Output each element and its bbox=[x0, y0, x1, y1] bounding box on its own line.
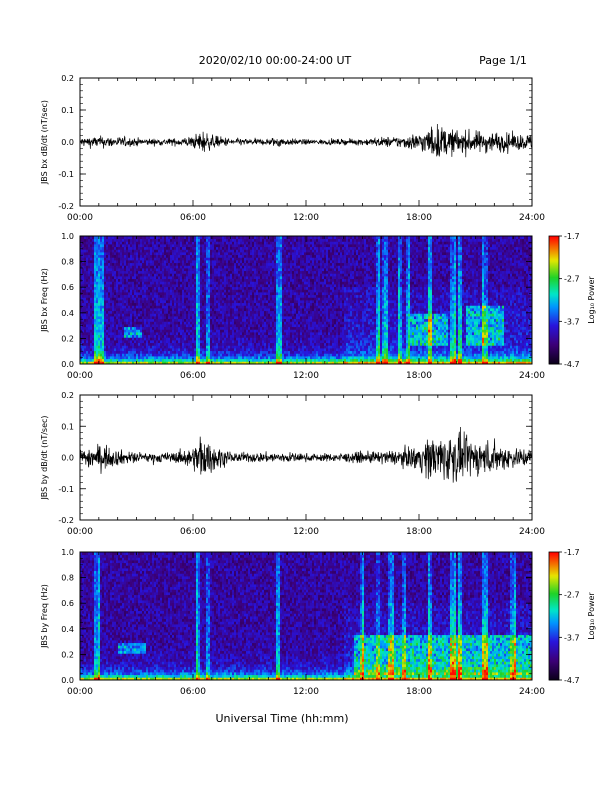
y-tick-label: 0.0 bbox=[61, 676, 74, 685]
y-tick-label: 0.4 bbox=[61, 309, 74, 318]
x-tick-label: 00:00 bbox=[67, 687, 93, 697]
x-tick-label: 12:00 bbox=[293, 213, 319, 223]
colorbar-tick-label: -1.7 bbox=[564, 548, 580, 557]
x-tick-label: 24:00 bbox=[519, 527, 545, 537]
y-tick-label: -0.2 bbox=[58, 516, 74, 525]
y-tick-label: 1.0 bbox=[61, 232, 74, 241]
y-tick-label: 0.2 bbox=[61, 334, 74, 343]
colorbar: -1.7 -2.7 -3.7 -4.7 Log₁₀ Power bbox=[548, 232, 596, 369]
y-tick-label: 0.2 bbox=[61, 650, 74, 659]
y-tick-label: 0.2 bbox=[61, 74, 74, 83]
colorbar-tick-label: -2.7 bbox=[564, 275, 580, 284]
y-tick-label: 0.0 bbox=[61, 138, 74, 147]
x-tick-label: 18:00 bbox=[406, 527, 432, 537]
panel-by-dbdt: 00:00 06:00 12:00 18:00 24:00 0.2 0.1 0.0 -0.1 -0… bbox=[40, 391, 545, 537]
y-tick-label: 0.1 bbox=[61, 106, 74, 115]
colorbar-frame bbox=[548, 551, 560, 681]
x-tick-label: 06:00 bbox=[180, 371, 206, 381]
x-tick-label: 06:00 bbox=[180, 213, 206, 223]
x-tick-label: 00:00 bbox=[67, 371, 93, 381]
x-axis-label: Universal Time (hh:mm) bbox=[216, 712, 349, 725]
y-axis-label: JBS bx Freq (Hz) bbox=[40, 268, 49, 333]
x-tick-label: 24:00 bbox=[519, 213, 545, 223]
colorbar-tick-label: -4.7 bbox=[564, 676, 580, 685]
panel-by-spectrogram: -1.7 -2.7 -3.7 -4.7 Log₁₀ Power 00:00 06:00 12:… bbox=[40, 548, 596, 697]
y-tick-label: 0.8 bbox=[61, 574, 74, 583]
colorbar-tick-label: -3.7 bbox=[564, 633, 580, 642]
y-tick-label: 0.1 bbox=[61, 422, 74, 431]
y-axis-label: JBS by Freq (Hz) bbox=[40, 584, 49, 649]
colorbar-frame bbox=[548, 235, 560, 365]
y-tick-label: -0.1 bbox=[58, 485, 74, 494]
signal-trace bbox=[79, 123, 533, 158]
figure-title: 2020/02/10 00:00-24:00 UT bbox=[199, 54, 352, 67]
panel-bx-dbdt: 00:00 06:00 12:00 18:00 24:00 0.2 0.1 0.0 -0.1 -0… bbox=[40, 74, 545, 223]
x-tick-label: 18:00 bbox=[406, 213, 432, 223]
x-tick-label: 18:00 bbox=[406, 371, 432, 381]
x-tick-label: 12:00 bbox=[293, 527, 319, 537]
y-tick-label: 1.0 bbox=[61, 548, 74, 557]
x-tick-label: 00:00 bbox=[67, 213, 93, 223]
colorbar-label: Log₁₀ Power bbox=[587, 276, 596, 324]
x-tick-label: 06:00 bbox=[180, 527, 206, 537]
y-tick-label: 0.4 bbox=[61, 625, 74, 634]
x-tick-label: 24:00 bbox=[519, 687, 545, 697]
y-tick-label: 0.2 bbox=[61, 391, 74, 400]
y-tick-label: 0.6 bbox=[61, 599, 74, 608]
colorbar-tick-label: -4.7 bbox=[564, 360, 580, 369]
y-axis-label: JBS by dB/dt (nT/sec) bbox=[40, 415, 49, 500]
y-tick-label: 0.8 bbox=[61, 258, 74, 267]
x-tick-label: 06:00 bbox=[180, 687, 206, 697]
panel-bx-spectrogram: -1.7 -2.7 -3.7 -4.7 Log₁₀ Power 00:00 06:00 12:… bbox=[40, 232, 596, 381]
x-tick-label: 12:00 bbox=[293, 371, 319, 381]
colorbar-label: Log₁₀ Power bbox=[587, 592, 596, 640]
x-tick-label: 12:00 bbox=[293, 687, 319, 697]
y-tick-label: 0.0 bbox=[61, 454, 74, 463]
y-tick-label: -0.1 bbox=[58, 170, 74, 179]
colorbar-tick-label: -1.7 bbox=[564, 232, 580, 241]
y-tick-label: 0.6 bbox=[61, 283, 74, 292]
y-tick-label: -0.2 bbox=[58, 202, 74, 211]
spectrogram-cells bbox=[80, 552, 533, 681]
page-indicator: Page 1/1 bbox=[479, 54, 527, 67]
y-axis-label: JBS bx dB/dt (nT/sec) bbox=[40, 100, 49, 185]
colorbar-tick-label: -2.7 bbox=[564, 591, 580, 600]
spectrogram-cells bbox=[80, 236, 533, 365]
y-tick-label: 0.0 bbox=[61, 360, 74, 369]
x-tick-label: 24:00 bbox=[519, 371, 545, 381]
signal-trace bbox=[79, 426, 533, 483]
x-tick-label: 00:00 bbox=[67, 527, 93, 537]
x-tick-label: 18:00 bbox=[406, 687, 432, 697]
colorbar-tick-label: -3.7 bbox=[564, 317, 580, 326]
colorbar: -1.7 -2.7 -3.7 -4.7 Log₁₀ Power bbox=[548, 548, 596, 685]
